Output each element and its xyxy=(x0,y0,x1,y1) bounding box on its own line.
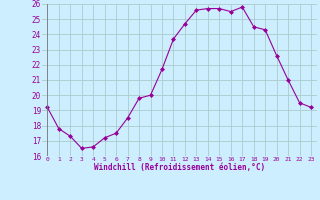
X-axis label: Windchill (Refroidissement éolien,°C): Windchill (Refroidissement éolien,°C) xyxy=(94,163,265,172)
